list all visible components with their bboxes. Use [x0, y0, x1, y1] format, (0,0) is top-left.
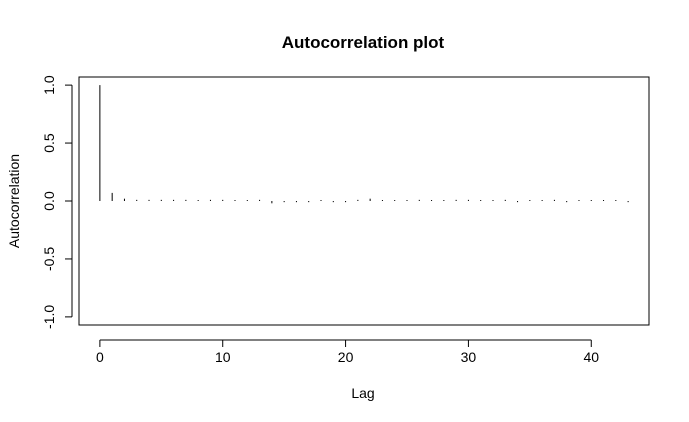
x-tick-label: 0	[96, 349, 104, 365]
x-axis: 0 10 20 30 40	[96, 339, 599, 365]
y-axis-title: Autocorrelation	[6, 154, 22, 248]
x-tick-label: 40	[583, 349, 599, 365]
x-tick-label: 10	[215, 349, 231, 365]
x-tick-label: 30	[461, 349, 477, 365]
y-tick-label: 0.0	[41, 191, 57, 211]
y-tick-label: 0.5	[41, 133, 57, 153]
x-tick-label: 20	[338, 349, 354, 365]
acf-bars	[99, 85, 629, 204]
x-axis-title: Lag	[351, 385, 374, 401]
y-tick-label: -0.5	[41, 247, 57, 271]
y-tick-label: -1.0	[41, 305, 57, 329]
y-tick-label: 1.0	[41, 75, 57, 95]
plot-frame	[78, 76, 650, 326]
y-axis: -1.0 -0.5 0.0 0.5 1.0	[41, 75, 73, 329]
chart-title: Autocorrelation plot	[282, 33, 445, 52]
